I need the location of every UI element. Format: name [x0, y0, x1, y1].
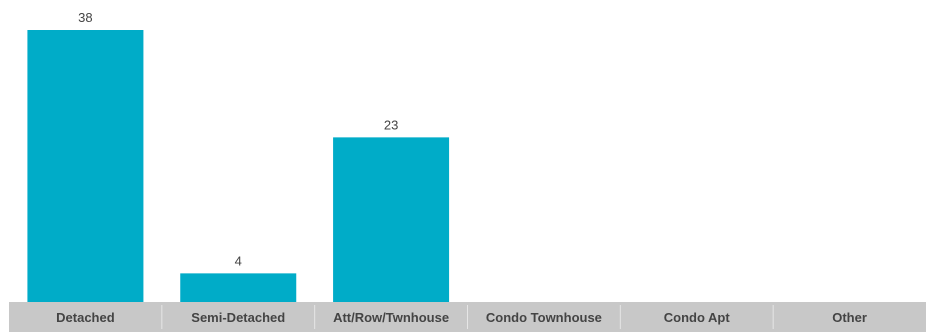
category-label-condo-apt: Condo Apt [664, 310, 731, 325]
bar-detached [27, 30, 144, 302]
category-label-other: Other [832, 310, 867, 325]
category-label-semi-detached: Semi-Detached [191, 310, 285, 325]
category-label-detached: Detached [56, 310, 115, 325]
value-label-semi-detached: 4 [235, 253, 242, 268]
bar-att-row-twnhouse [333, 137, 450, 302]
value-label-detached: 38 [78, 10, 92, 25]
value-labels-group: 38 4 23 [78, 10, 398, 268]
category-label-att-row-twnhouse: Att/Row/Twnhouse [333, 310, 449, 325]
bar-semi-detached [180, 273, 297, 302]
category-labels-group: Detached Semi-Detached Att/Row/Twnhouse Con… [56, 310, 867, 325]
category-separators [161, 305, 774, 329]
category-label-condo-townhouse: Condo Townhouse [486, 310, 602, 325]
value-label-att-row-twnhouse: 23 [384, 117, 398, 132]
bars-group [27, 30, 450, 302]
